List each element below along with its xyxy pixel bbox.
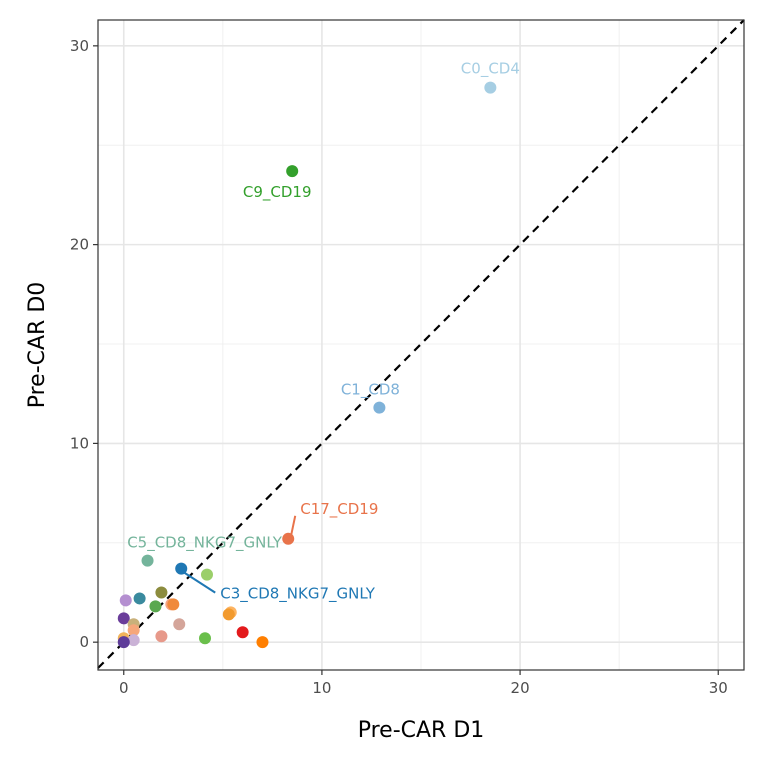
data-point <box>117 612 130 625</box>
point-label: C0_CD4 <box>461 60 520 79</box>
data-point <box>222 608 235 621</box>
data-point <box>256 636 269 649</box>
y-tick-label: 0 <box>79 633 89 651</box>
point-label: C5_CD8_NKG7_GNLY <box>127 534 283 553</box>
data-point <box>167 598 180 611</box>
point-label: C9_CD19 <box>243 183 312 202</box>
y-axis-title: Pre-CAR D0 <box>25 282 50 409</box>
data-point <box>117 636 130 649</box>
data-point <box>236 626 249 639</box>
data-point <box>141 554 154 567</box>
grid <box>98 20 744 670</box>
data-point <box>127 634 140 647</box>
identity-reference-line <box>97 19 745 669</box>
data-point <box>155 586 168 599</box>
data-point <box>282 532 295 545</box>
x-tick-label: 10 <box>312 679 331 697</box>
y-tick-label: 20 <box>70 236 89 254</box>
data-point <box>119 594 132 607</box>
label-leader-line <box>290 515 297 536</box>
data-point <box>199 632 212 645</box>
x-tick-label: 30 <box>709 679 728 697</box>
data-point <box>200 568 213 581</box>
y-tick-label: 30 <box>70 37 89 55</box>
data-point <box>484 81 497 94</box>
point-labels: C0_CD4 C1_CD8 C9_CD19 C17_CD19 C5_CD8_NKG7_G… <box>127 60 520 604</box>
data-point <box>133 592 146 605</box>
data-point <box>149 600 162 613</box>
data-point <box>173 618 186 631</box>
data-point <box>286 165 299 178</box>
y-tick-label: 10 <box>70 434 89 452</box>
data-points <box>117 81 497 649</box>
label-leaders <box>183 515 297 594</box>
x-tick-label: 20 <box>511 679 530 697</box>
data-point <box>175 562 188 575</box>
axis-ticks: 0 10 20 30 0 10 20 30 <box>70 37 728 697</box>
point-label: C3_CD8_NKG7_GNLY <box>220 585 376 604</box>
data-point <box>155 630 168 643</box>
point-label: C1_CD8 <box>341 381 400 400</box>
data-point <box>373 401 386 414</box>
x-tick-label: 0 <box>119 679 129 697</box>
x-axis-title: Pre-CAR D1 <box>358 718 485 743</box>
panel-border <box>97 19 745 671</box>
data-point <box>127 624 140 637</box>
label-leader-line <box>183 571 216 594</box>
point-label: C17_CD19 <box>300 500 378 519</box>
